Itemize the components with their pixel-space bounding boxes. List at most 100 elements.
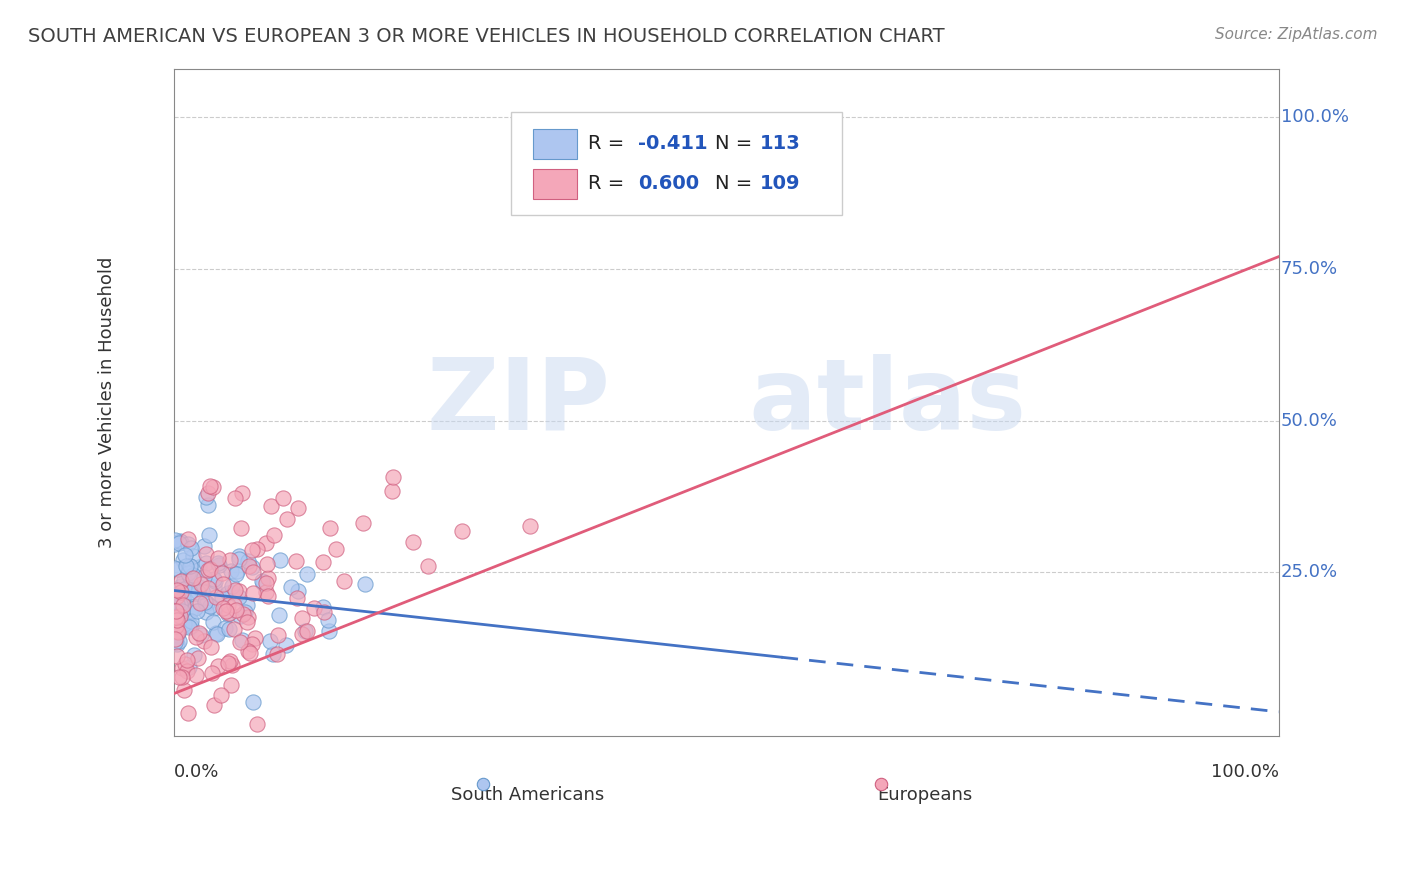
Point bbox=[188, 560, 211, 574]
Point bbox=[207, 550, 229, 565]
Text: 75.0%: 75.0% bbox=[1281, 260, 1339, 277]
Point bbox=[202, 572, 225, 586]
Point bbox=[180, 541, 202, 555]
Point bbox=[197, 485, 219, 500]
Point bbox=[169, 608, 191, 623]
Point bbox=[202, 615, 225, 629]
Point bbox=[222, 598, 245, 612]
Point bbox=[173, 582, 195, 596]
Text: R =: R = bbox=[588, 174, 630, 193]
Point bbox=[221, 657, 243, 672]
Point bbox=[256, 571, 278, 585]
Point bbox=[197, 563, 219, 577]
Point bbox=[163, 537, 186, 551]
Point bbox=[254, 576, 277, 591]
Point bbox=[179, 558, 201, 573]
Point bbox=[246, 541, 269, 556]
Text: South Americans: South Americans bbox=[451, 786, 605, 805]
Point bbox=[163, 635, 186, 649]
Point bbox=[181, 571, 204, 585]
Point bbox=[291, 610, 314, 624]
Point bbox=[179, 570, 201, 584]
Point bbox=[180, 619, 202, 633]
Point bbox=[194, 605, 217, 619]
Point bbox=[263, 528, 285, 542]
Point bbox=[166, 648, 188, 663]
Point bbox=[169, 585, 191, 599]
Point bbox=[312, 555, 335, 569]
Point bbox=[242, 586, 264, 600]
Point bbox=[228, 590, 250, 604]
Point bbox=[276, 512, 298, 526]
Point bbox=[177, 660, 200, 674]
Point bbox=[183, 569, 205, 583]
Point bbox=[166, 636, 188, 650]
Point bbox=[240, 637, 263, 651]
Point bbox=[224, 583, 246, 598]
Point bbox=[217, 585, 239, 599]
Point bbox=[193, 539, 215, 553]
Point bbox=[183, 549, 205, 563]
Point bbox=[190, 577, 212, 591]
Point bbox=[179, 558, 201, 573]
Point bbox=[219, 678, 242, 692]
Point bbox=[229, 521, 252, 535]
Point bbox=[179, 585, 201, 599]
Text: ZIP    atlas: ZIP atlas bbox=[426, 354, 1026, 450]
Point bbox=[246, 717, 269, 731]
Point bbox=[221, 564, 243, 578]
Point bbox=[221, 585, 243, 599]
Point bbox=[228, 549, 250, 563]
Point bbox=[238, 553, 260, 567]
Text: R =: R = bbox=[588, 134, 630, 153]
Text: 0.0%: 0.0% bbox=[174, 763, 219, 780]
Point bbox=[256, 557, 278, 571]
Point bbox=[285, 591, 308, 605]
Point bbox=[209, 688, 232, 702]
Point bbox=[287, 583, 309, 598]
Point bbox=[181, 568, 204, 582]
Point bbox=[166, 614, 188, 628]
Point bbox=[242, 695, 264, 709]
Point bbox=[187, 650, 209, 665]
Point bbox=[169, 533, 191, 548]
Point bbox=[312, 599, 335, 614]
Point bbox=[242, 566, 264, 580]
Point bbox=[259, 633, 281, 648]
Text: N =: N = bbox=[716, 174, 759, 193]
Point bbox=[316, 613, 339, 627]
Text: 113: 113 bbox=[759, 134, 800, 153]
Point bbox=[186, 604, 208, 618]
Point bbox=[228, 609, 250, 624]
Point bbox=[169, 597, 191, 611]
Point bbox=[402, 535, 425, 549]
Point bbox=[291, 627, 314, 641]
Point bbox=[180, 614, 202, 628]
Point bbox=[191, 583, 214, 598]
Point bbox=[195, 490, 218, 504]
Point bbox=[165, 619, 187, 633]
Point bbox=[204, 574, 226, 588]
Text: Source: ZipAtlas.com: Source: ZipAtlas.com bbox=[1215, 27, 1378, 42]
Point bbox=[228, 552, 250, 566]
Point bbox=[236, 610, 259, 624]
Point bbox=[256, 589, 278, 603]
Point bbox=[197, 498, 219, 512]
Point bbox=[170, 535, 193, 549]
Point bbox=[240, 560, 263, 574]
Point bbox=[217, 607, 239, 622]
Point bbox=[870, 761, 893, 775]
Point bbox=[163, 632, 186, 647]
Point bbox=[188, 626, 211, 640]
Point bbox=[297, 624, 319, 639]
Point bbox=[295, 566, 318, 581]
Point bbox=[187, 584, 209, 599]
FancyBboxPatch shape bbox=[510, 112, 842, 215]
Text: 3 or more Vehicles in Household: 3 or more Vehicles in Household bbox=[98, 257, 117, 548]
Point bbox=[472, 761, 495, 775]
Point bbox=[166, 605, 188, 619]
Point bbox=[198, 599, 221, 614]
Point bbox=[170, 604, 193, 618]
Point bbox=[198, 562, 221, 576]
Point bbox=[165, 619, 187, 633]
